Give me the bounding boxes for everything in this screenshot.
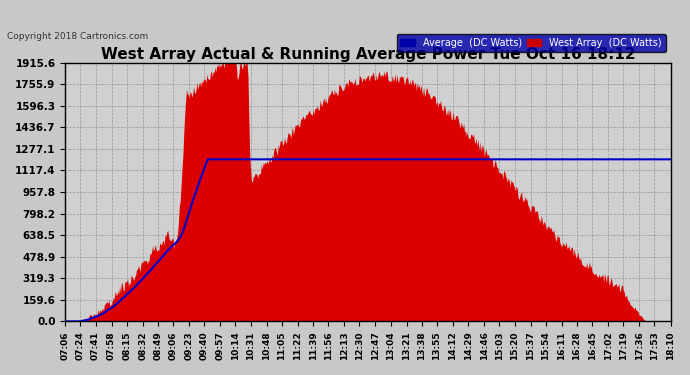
Text: Copyright 2018 Cartronics.com: Copyright 2018 Cartronics.com <box>7 32 148 41</box>
Legend: Average  (DC Watts), West Array  (DC Watts): Average (DC Watts), West Array (DC Watts… <box>397 34 666 52</box>
Title: West Array Actual & Running Average Power Tue Oct 16 18:12: West Array Actual & Running Average Powe… <box>101 46 635 62</box>
